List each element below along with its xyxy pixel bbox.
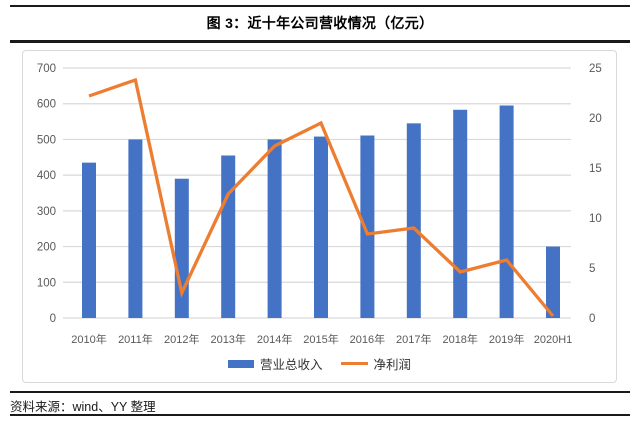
x-axis-label-2019年: 2019年: [489, 332, 524, 346]
left-axis-tick-label: 600: [37, 99, 56, 111]
left-axis-tick-label: 100: [37, 277, 56, 289]
revenue-bar-swatch: [227, 359, 254, 368]
chart-legend: 营业总收入 净利润: [23, 354, 616, 373]
right-axis-tick-label: 0: [589, 313, 595, 325]
profit-line-swatch: [340, 361, 368, 366]
x-axis-label-2012年: 2012年: [164, 332, 199, 346]
left-axis-tick-label: 700: [37, 63, 56, 75]
left-axis-tick-label: 500: [37, 134, 56, 146]
left-axis-tick-label: 300: [37, 206, 56, 218]
x-axis-label-2016年: 2016年: [350, 332, 385, 346]
data-source-note: 资料来源：wind、YY 整理: [10, 400, 156, 414]
revenue-bar-2017年: [406, 123, 421, 318]
left-axis-tick-label: 200: [37, 242, 56, 254]
legend-item-profit: 净利润: [340, 354, 412, 373]
x-axis-label-2011年: 2011年: [118, 332, 153, 346]
left-axis-tick-label: 0: [50, 313, 56, 325]
x-axis-label-2018年: 2018年: [442, 332, 477, 346]
x-axis-label-2020H1: 2020H1: [534, 334, 573, 346]
legend-label-profit: 净利润: [373, 358, 412, 372]
top-divider: [10, 5, 630, 7]
left-axis-tick-label: 400: [37, 170, 56, 182]
x-axis-label-2013年: 2013年: [210, 332, 245, 346]
source-divider-bottom: [10, 414, 630, 416]
legend-item-revenue: 营业总收入: [227, 354, 323, 373]
x-axis-label-2014年: 2014年: [257, 332, 292, 346]
legend-label-revenue: 营业总收入: [259, 358, 323, 372]
revenue-bar-2014年: [267, 139, 282, 318]
revenue-chart-plot: 0 100 200 300 400 500 600 700 0 5 10 15 20 25 2010年 201…: [37, 63, 602, 346]
revenue-bar-2018年: [453, 109, 468, 319]
revenue-bar-2011年: [128, 139, 143, 318]
right-axis-tick-label: 10: [589, 213, 602, 225]
right-axis-tick-label: 5: [589, 263, 595, 275]
revenue-bar-2016年: [360, 135, 375, 318]
right-axis-tick-label: 15: [589, 163, 602, 175]
title-divider: [10, 40, 630, 43]
x-axis-label-2017年: 2017年: [396, 332, 431, 346]
net-profit-line: [88, 77, 555, 318]
revenue-bar-2015年: [314, 136, 328, 318]
right-axis-tick-label: 20: [589, 113, 602, 125]
figure-title: 图 3：近十年公司营收情况（亿元）: [206, 15, 434, 31]
revenue-bar-2012年: [174, 178, 189, 318]
chart-area: 0 100 200 300 400 500 600 700 0 5 10 15 20 25 2010年 201…: [22, 50, 617, 383]
right-axis-tick-label: 25: [589, 63, 602, 75]
revenue-bar-2010年: [82, 162, 96, 318]
revenue-bar-2019年: [499, 105, 514, 318]
source-divider-top: [10, 391, 630, 393]
revenue-bar-2020H1: [546, 246, 560, 318]
x-axis-label-2010年: 2010年: [71, 332, 106, 346]
x-axis-label-2015年: 2015年: [303, 332, 338, 346]
revenue-bar-2013年: [221, 155, 236, 318]
